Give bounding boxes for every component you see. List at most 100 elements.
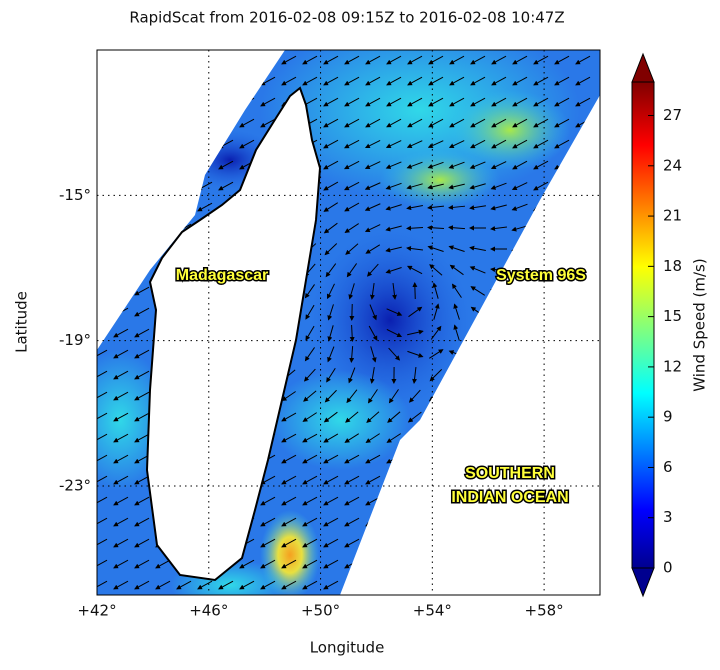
wind-arrow (260, 118, 276, 128)
shade (270, 370, 410, 470)
wind-arrow (490, 204, 507, 211)
wind-arrow (134, 286, 150, 296)
wind-arrow (344, 538, 360, 548)
wind-arrow (385, 140, 402, 148)
wind-arrow (554, 118, 570, 128)
wind-arrow (323, 475, 339, 485)
wind-arrow (490, 182, 507, 190)
wind-arrow (407, 329, 424, 336)
wind-arrow (113, 454, 129, 464)
wind-arrow (364, 139, 381, 149)
wind-arrow (364, 161, 381, 169)
wind-arrow (385, 246, 402, 253)
wind-arrow (364, 203, 381, 211)
wind-arrow (281, 454, 297, 464)
wind-arrow (260, 559, 276, 569)
wind-arrow (113, 412, 129, 422)
wind-arrow (281, 580, 297, 590)
wind-arrow (470, 139, 486, 149)
wind-arrow (344, 202, 360, 212)
wind-arrow (385, 267, 402, 274)
colorbar-tick-label: 12 (663, 357, 682, 375)
wind-arrow (364, 224, 381, 232)
wind-arrow (323, 496, 339, 506)
wind-arrow (281, 538, 297, 548)
wind-arrow (260, 580, 276, 590)
wind-arrow (327, 325, 334, 342)
wind-arrow (511, 182, 528, 190)
wind-arrow (134, 538, 150, 548)
wind-arrow (134, 580, 150, 590)
y-axis-label: Latitude (13, 291, 31, 353)
wind-arrow (348, 367, 356, 384)
wind-arrow (448, 225, 466, 231)
wind-arrow (346, 263, 358, 278)
wind-arrow (365, 244, 381, 254)
wind-arrow (305, 304, 315, 320)
wind-arrow (407, 118, 423, 128)
wind-arrow (407, 265, 423, 275)
wind-arrow (344, 223, 359, 233)
wind-arrow (302, 454, 318, 464)
wind-arrow (326, 367, 336, 383)
madagascar (145, 86, 322, 582)
wind-arrow (365, 76, 381, 86)
wind-arrow (448, 161, 465, 169)
x-tick-label: +42° (77, 602, 116, 620)
wind-arrow (323, 160, 339, 170)
wind-arrow (428, 76, 444, 86)
wind-arrow (97, 496, 108, 506)
wind-arrow (469, 183, 486, 190)
colorbar (631, 81, 655, 569)
wind-arrow (281, 496, 297, 506)
wind-arrow (281, 391, 296, 402)
wind-arrow (134, 349, 150, 359)
annotation: Madagascar (176, 267, 269, 284)
wind-arrow (327, 304, 334, 321)
wind-arrow (134, 412, 150, 422)
wind-arrow (470, 55, 486, 65)
wind-arrow (369, 304, 377, 321)
wind-arrow (554, 139, 570, 149)
wind-arrow (388, 347, 401, 361)
wind-arrow (554, 97, 570, 107)
wind-arrow (388, 389, 399, 404)
wind-arrow (134, 433, 150, 443)
wind-arrow (113, 517, 129, 527)
wind-arrow (97, 517, 108, 527)
wind-arrow (386, 308, 403, 316)
wind-arrow (97, 412, 108, 422)
wind-arrow (406, 205, 423, 211)
colorbar-tick-label: 0 (663, 559, 673, 577)
wind-arrow (97, 433, 108, 443)
wind-arrow (407, 76, 423, 86)
wind-arrow (512, 97, 528, 107)
y-tick-label: -23° (59, 477, 91, 495)
wind-arrow (97, 559, 108, 569)
wind-arrow (323, 55, 339, 65)
wind-arrow (97, 538, 108, 548)
wind-arrow (406, 246, 424, 252)
wind-arrow (134, 391, 150, 401)
wind-arrow (365, 454, 381, 464)
wind-arrow (490, 226, 507, 232)
wind-arrow (554, 55, 570, 65)
wind-arrow (533, 118, 549, 128)
wind-arrow (239, 139, 255, 149)
wind-arrow (344, 55, 360, 65)
wind-arrow (366, 263, 379, 277)
wind-arrow (281, 55, 297, 65)
wind-arrow (429, 349, 444, 359)
wind-arrow (449, 76, 465, 86)
wind-arrow (155, 559, 171, 569)
wind-arrow (113, 391, 129, 401)
colorbar-extend (631, 52, 655, 83)
wind-arrow (386, 328, 403, 338)
wind-arrow (428, 55, 444, 65)
wind-arrow (448, 183, 465, 190)
wind-arrow (324, 389, 337, 403)
colorbar-tick-label: 6 (663, 458, 673, 476)
y-tick-label: -15° (59, 186, 91, 204)
wind-arrow (470, 118, 486, 128)
wind-arrow (134, 370, 150, 380)
